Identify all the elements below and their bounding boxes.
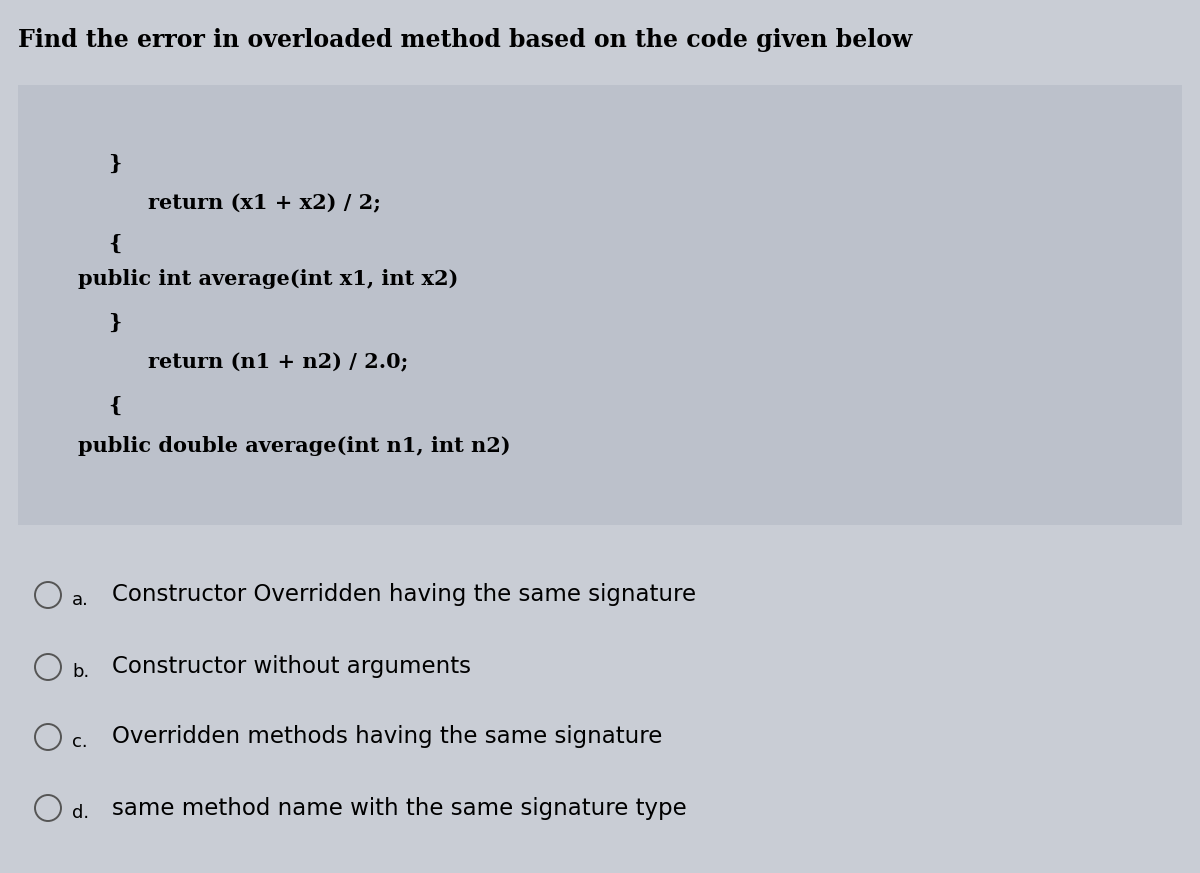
- Text: }: }: [108, 155, 121, 175]
- Text: Find the error in overloaded method based on the code given below: Find the error in overloaded method base…: [18, 28, 912, 52]
- Text: {: {: [108, 233, 121, 253]
- Text: {: {: [108, 396, 121, 416]
- Text: d.: d.: [72, 804, 89, 822]
- Text: return (n1 + n2) / 2.0;: return (n1 + n2) / 2.0;: [148, 352, 408, 372]
- Text: public int average(int x1, int x2): public int average(int x1, int x2): [78, 269, 458, 289]
- Text: return (x1 + x2) / 2;: return (x1 + x2) / 2;: [148, 194, 380, 214]
- Text: b.: b.: [72, 663, 89, 681]
- Text: Overridden methods having the same signature: Overridden methods having the same signa…: [112, 725, 662, 748]
- Text: c.: c.: [72, 733, 88, 751]
- Text: same method name with the same signature type: same method name with the same signature…: [112, 796, 686, 820]
- Text: Constructor without arguments: Constructor without arguments: [112, 656, 470, 678]
- Text: public double average(int n1, int n2): public double average(int n1, int n2): [78, 436, 511, 456]
- Text: Constructor Overridden having the same signature: Constructor Overridden having the same s…: [112, 583, 696, 607]
- Text: }: }: [108, 313, 121, 333]
- Bar: [18, 85, 1182, 525]
- Text: a.: a.: [72, 591, 89, 609]
